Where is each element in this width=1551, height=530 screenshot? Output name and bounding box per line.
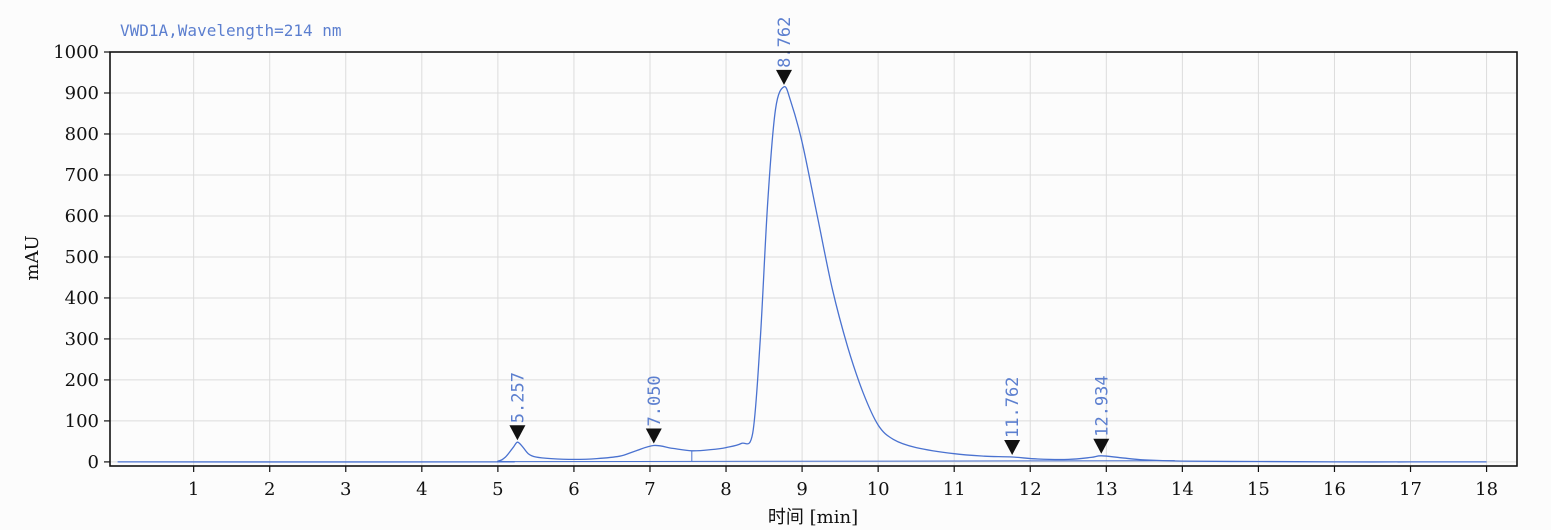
x-tick-label: 10 [867, 479, 890, 500]
integration-baselines [497, 450, 1175, 463]
x-tick-label: 7 [644, 479, 655, 500]
peak-marker-icon [645, 428, 662, 444]
x-tick-label: 5 [492, 479, 503, 500]
y-tick-label: 100 [65, 411, 99, 432]
y-tick-label: 200 [65, 370, 99, 391]
x-tick-label: 1 [188, 479, 199, 500]
peak-marker-icon [775, 69, 792, 85]
x-axis-title: 时间 [min] [768, 507, 858, 528]
x-tick-label: 4 [416, 479, 427, 500]
peak-label: 11.762 [1003, 377, 1023, 438]
x-tick-label: 8 [720, 479, 731, 500]
plot-frame [109, 51, 1518, 467]
x-tick-label: 9 [796, 479, 807, 500]
peak-marker-icon [509, 425, 526, 441]
y-tick-label: 300 [65, 329, 99, 350]
peak-label: 7.050 [645, 375, 665, 426]
peak-marker-icon [1004, 439, 1021, 455]
peak-marker-icon [1093, 438, 1110, 454]
y-tick-label: 400 [65, 288, 99, 309]
y-tick-label: 800 [65, 124, 99, 145]
y-tick-label: 0 [88, 452, 99, 473]
x-tick-label: 17 [1399, 479, 1422, 500]
peak-label: 8.762 [775, 17, 795, 68]
y-tick-label: 500 [65, 247, 99, 268]
axis-ticks: 1 2 3 4 5 6 7 8 9 10 11 12 13 14 15 16 17 180100200300400… [53, 42, 1498, 500]
x-tick-label: 18 [1475, 479, 1498, 500]
grid-lines [110, 51, 1517, 466]
x-tick-label: 2 [264, 479, 275, 500]
y-tick-label: 700 [65, 165, 99, 186]
x-tick-label: 16 [1323, 479, 1346, 500]
x-tick-label: 15 [1247, 479, 1270, 500]
y-tick-label: 600 [65, 206, 99, 227]
y-tick-label: 900 [65, 83, 99, 104]
x-tick-label: 14 [1171, 479, 1194, 500]
peak-label: 5.257 [508, 372, 528, 423]
y-axis-title: mAU [22, 235, 43, 280]
signal-title: VWD1A,Wavelength=214 nm [120, 21, 342, 40]
x-tick-label: 11 [943, 479, 966, 500]
x-tick-label: 6 [568, 479, 579, 500]
signal-trace [117, 86, 1487, 463]
x-tick-label: 12 [1019, 479, 1042, 500]
peak-label: 12.934 [1092, 375, 1112, 436]
integration-baseline [497, 460, 1175, 463]
peak-markers: 5.257 7.050 8.762 11.762 12.934 [508, 17, 1112, 455]
y-tick-label: 1000 [53, 42, 99, 63]
x-tick-label: 13 [1095, 479, 1118, 500]
x-tick-label: 3 [340, 479, 351, 500]
